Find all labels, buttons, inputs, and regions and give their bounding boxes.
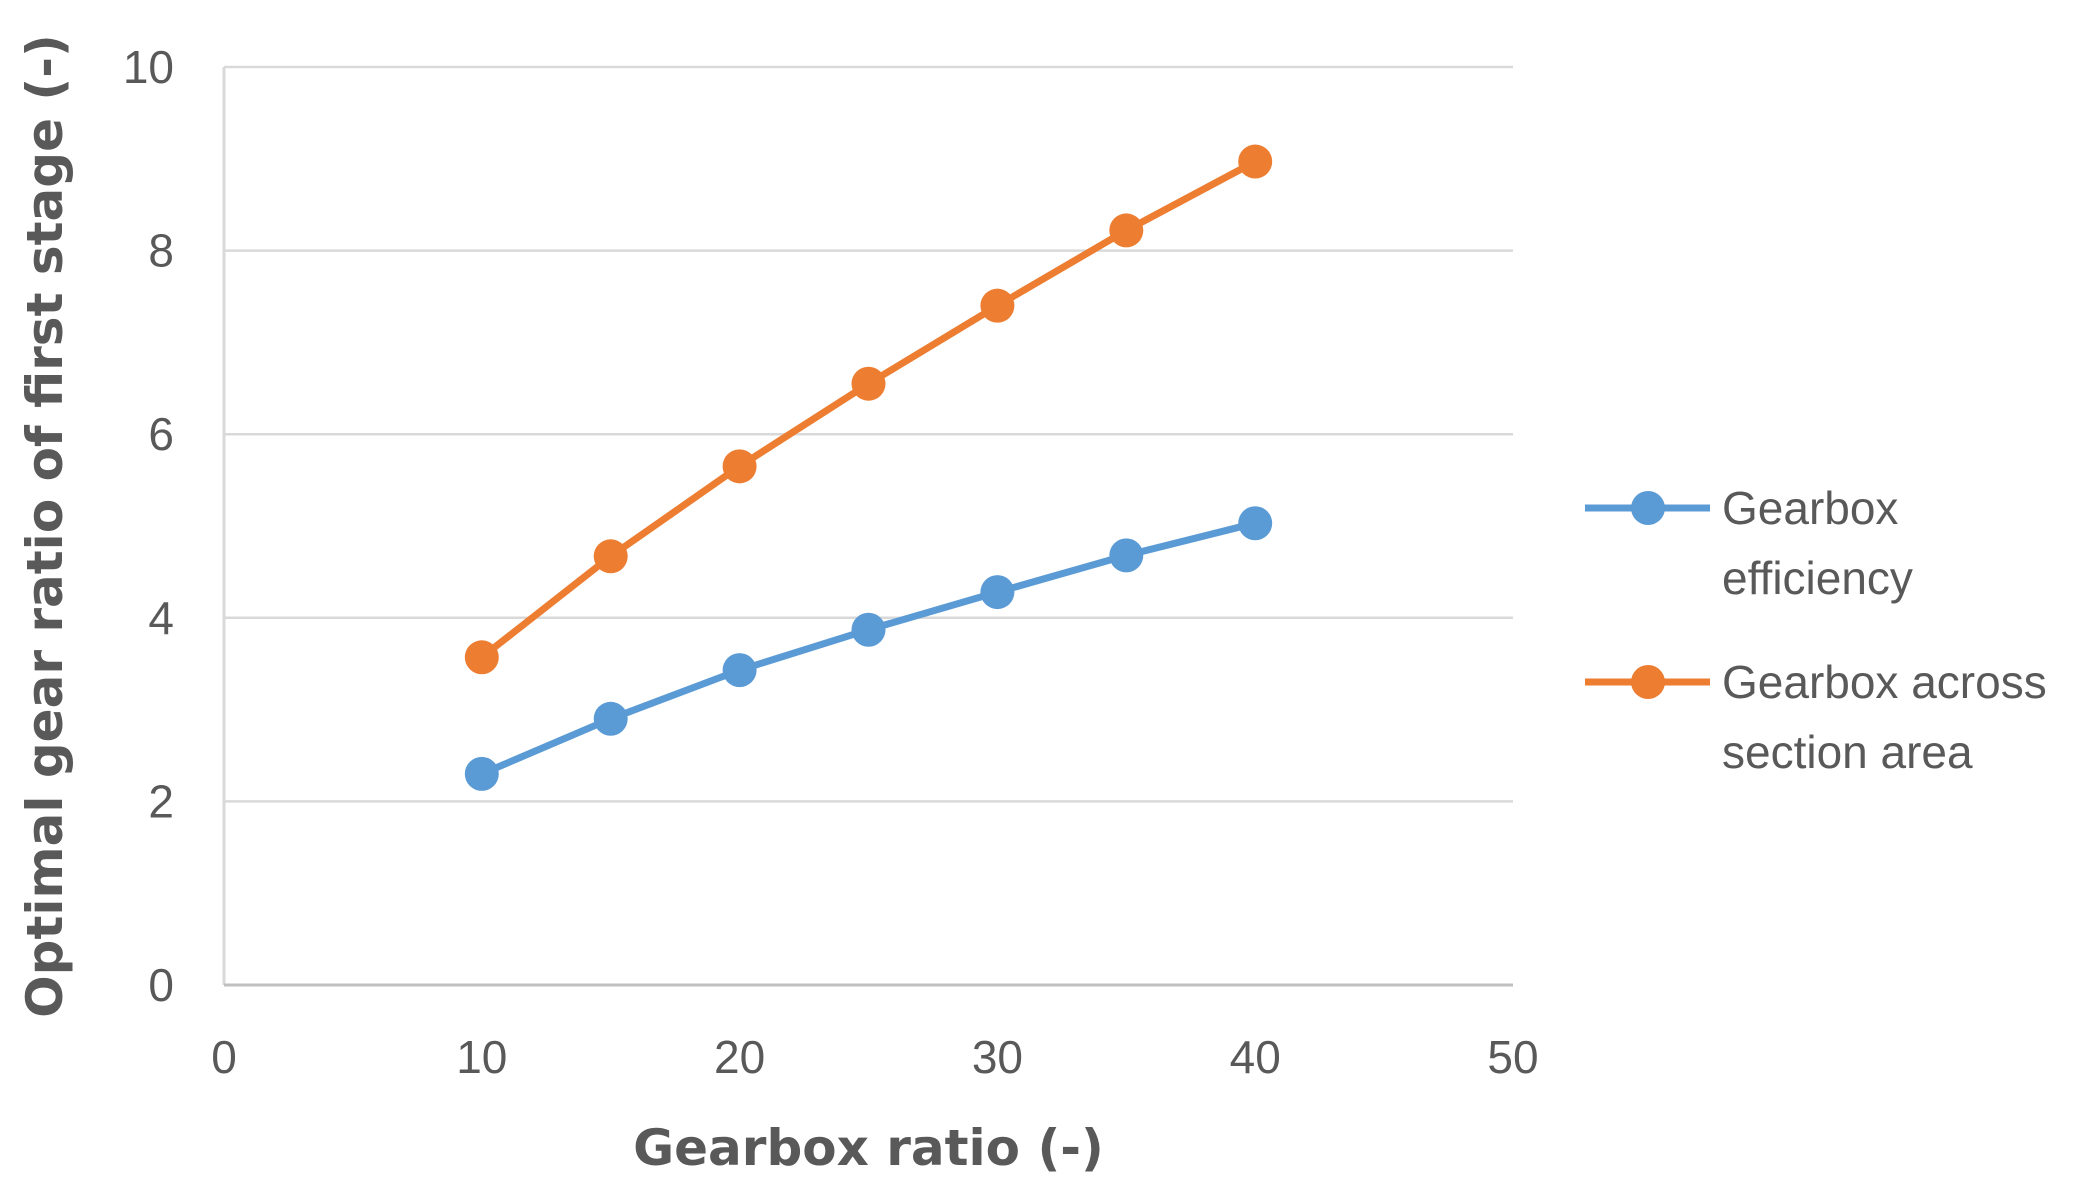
legend-label-line-2: efficiency (1722, 552, 1913, 604)
y-tick-label: 2 (148, 775, 174, 827)
legend-label-line-1: Gearbox across (1722, 656, 2047, 708)
x-tick-label: 10 (456, 1031, 507, 1083)
legend-swatch-marker (1631, 665, 1665, 699)
data-point[interactable] (593, 701, 628, 736)
y-tick-label: 8 (148, 225, 174, 277)
data-point[interactable] (1109, 213, 1144, 248)
y-tick-label: 6 (148, 408, 174, 460)
x-tick-label: 30 (972, 1031, 1023, 1083)
series-1 (464, 144, 1273, 675)
x-tick-label: 40 (1230, 1031, 1281, 1083)
data-point[interactable] (1238, 506, 1273, 541)
data-point[interactable] (722, 449, 757, 484)
data-point[interactable] (1109, 538, 1144, 573)
x-tick-label: 0 (211, 1031, 237, 1083)
data-point[interactable] (851, 366, 886, 401)
tick-labels: 0 2 4 6 8 10 0 10 20 30 40 50 (123, 41, 1539, 1083)
y-tick-label: 4 (148, 592, 174, 644)
y-tick-label: 0 (148, 959, 174, 1011)
legend: Gearbox efficiency Gearbox across sectio… (1585, 482, 2047, 778)
y-tick-label: 10 (123, 41, 174, 93)
legend-label-line-2: section area (1722, 726, 1973, 778)
legend-swatch-marker (1631, 491, 1665, 525)
axes (222, 67, 1513, 987)
legend-entry-gearbox-cross-section-area[interactable]: Gearbox across section area (1585, 656, 2047, 778)
data-point[interactable] (464, 756, 499, 791)
legend-entry-gearbox-efficiency[interactable]: Gearbox efficiency (1585, 482, 1913, 604)
legend-label-line-1: Gearbox (1722, 482, 1898, 534)
x-tick-label: 20 (714, 1031, 765, 1083)
series-0 (464, 506, 1273, 791)
data-point[interactable] (851, 612, 886, 647)
data-point[interactable] (980, 288, 1015, 323)
data-point[interactable] (464, 640, 499, 675)
series (464, 144, 1273, 791)
gridlines (224, 65, 1513, 803)
x-tick-label: 50 (1487, 1031, 1538, 1083)
x-axis-title: Gearbox ratio (-) (633, 1119, 1104, 1177)
data-point[interactable] (980, 575, 1015, 610)
y-axis-title: Optimal gear ratio of first stage (-) (16, 34, 74, 1018)
data-point[interactable] (1238, 144, 1273, 179)
data-point[interactable] (593, 539, 628, 574)
data-point[interactable] (722, 653, 757, 688)
